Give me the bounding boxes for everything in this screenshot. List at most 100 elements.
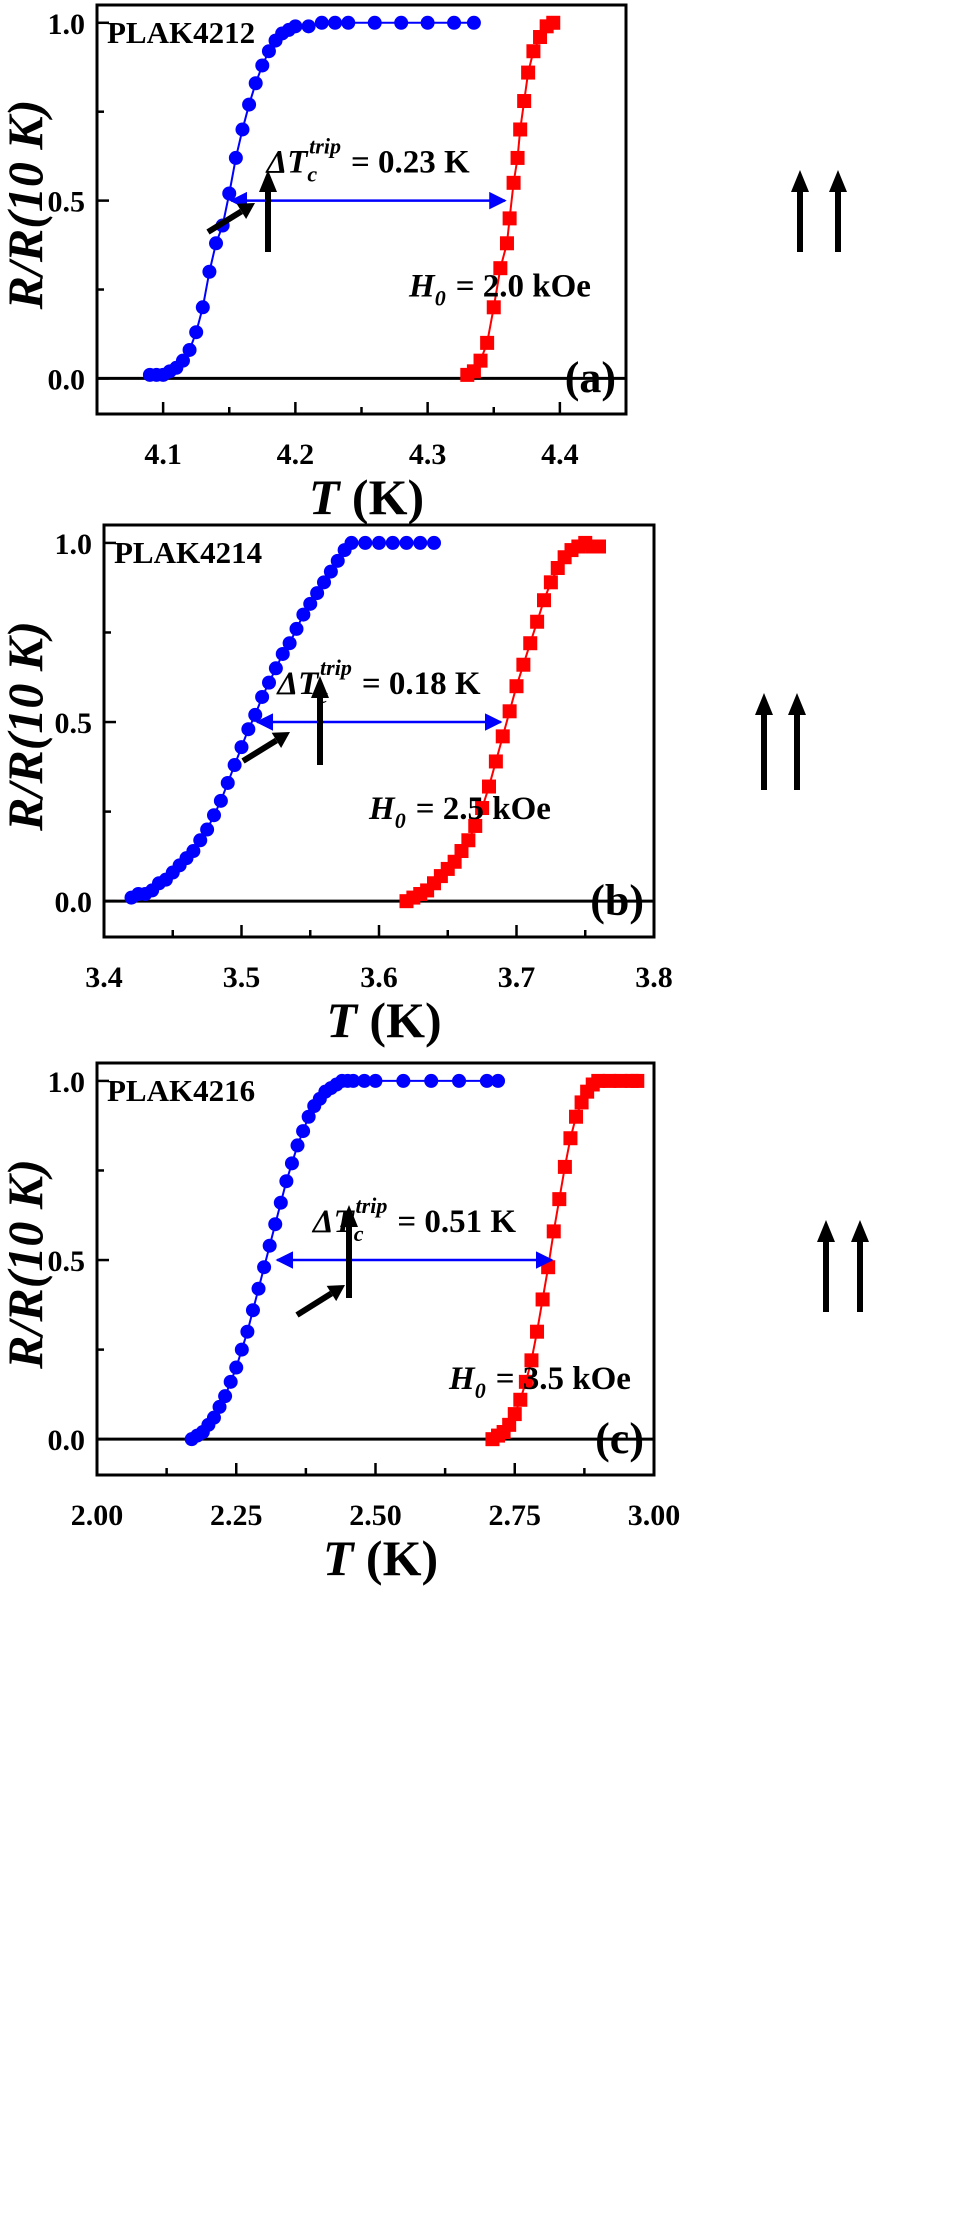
data-point — [218, 1389, 233, 1404]
data-point — [466, 15, 481, 30]
data-point — [563, 1131, 578, 1146]
data-point — [491, 1073, 506, 1088]
data-point — [385, 535, 400, 550]
parallel-magnetization-arrow-icon — [788, 693, 806, 790]
y-tick-label: 0.5 — [48, 1245, 86, 1278]
data-point — [284, 1156, 299, 1171]
data-point — [357, 1073, 372, 1088]
delta-value: = 0.18 K — [362, 666, 481, 702]
data-point — [530, 614, 545, 629]
parallel-magnetization-arrow-icon — [791, 170, 809, 252]
data-point — [328, 15, 343, 30]
delta-value: = 0.23 K — [351, 145, 470, 181]
data-point — [413, 535, 428, 550]
series-line — [149, 21, 474, 376]
data-point — [344, 535, 359, 550]
y-tick-label: 1.0 — [55, 528, 93, 561]
data-point — [222, 186, 237, 201]
data-point — [289, 621, 304, 636]
x-tick-label: 3.6 — [360, 961, 398, 994]
data-point — [461, 833, 476, 848]
data-point — [189, 325, 204, 340]
data-point — [518, 1374, 533, 1389]
y-tick-label: 0.5 — [48, 186, 86, 219]
data-point — [182, 342, 197, 357]
data-point — [273, 1195, 288, 1210]
data-point — [480, 335, 495, 350]
data-point — [175, 353, 190, 368]
data-point — [229, 1360, 244, 1375]
data-point — [255, 58, 270, 73]
x-tick-label: 4.2 — [277, 438, 315, 471]
up-magnetization-arrow-icon — [311, 676, 329, 765]
data-point — [290, 1138, 305, 1153]
data-point — [630, 1073, 645, 1088]
data-point — [262, 675, 276, 690]
data-point — [241, 722, 256, 737]
x-axis-symbol: T — [326, 992, 359, 1048]
data-point — [228, 150, 243, 165]
data-point — [255, 689, 270, 704]
field-value: = 3.5 kOe — [496, 1361, 631, 1397]
data-point — [479, 1073, 494, 1088]
chart-panel-b: 3.4 3.5 3.6 3.7 3.80.00.51.0T (K)R/R(10 K) ΔT… — [0, 523, 806, 1048]
x-tick-label: 4.3 — [409, 438, 447, 471]
data-point — [495, 729, 510, 744]
data-point — [209, 236, 224, 251]
data-point — [310, 586, 325, 601]
data-point — [195, 300, 210, 315]
field-label: H0 = 2.0 kOe — [408, 269, 591, 311]
data-point — [482, 779, 496, 794]
data-point — [396, 1073, 411, 1088]
data-point — [257, 1260, 272, 1275]
field-symbol: H — [368, 791, 396, 827]
field-subscript: 0 — [475, 1378, 486, 1403]
data-point — [488, 754, 503, 769]
x-axis-label: T (K) — [323, 1530, 438, 1586]
data-point — [303, 596, 318, 611]
data-point — [473, 353, 488, 368]
y-axis-label: R/R(10 K) — [0, 100, 53, 311]
tilted-magnetization-arrow-icon — [241, 732, 290, 764]
data-point — [521, 65, 536, 80]
x-axis-label: T (K) — [326, 992, 441, 1048]
delta-subscript: c — [354, 1221, 364, 1246]
x-tick-label: 3.8 — [635, 961, 673, 994]
data-point — [537, 593, 551, 608]
data-point — [212, 1399, 227, 1414]
data-point — [552, 1192, 567, 1207]
data-point — [420, 15, 435, 30]
data-point — [502, 211, 517, 226]
data-point — [506, 175, 521, 190]
data-point — [550, 560, 565, 575]
field-label: H0 = 2.5 kOe — [368, 791, 551, 833]
chart-panel-c: 2.00 2.25 2.50 2.75 3.00 0.0 0.5 1.0 T (K) R/R(10… — [0, 1061, 869, 1586]
data-point — [394, 15, 409, 30]
y-axis-label: R/R(10 K) — [0, 621, 53, 832]
data-point — [613, 1073, 628, 1088]
field-subscript: 0 — [395, 808, 406, 833]
data-point — [341, 15, 356, 30]
data-point — [301, 19, 316, 34]
sample-label: PLAK4216 — [107, 1073, 255, 1108]
x-axis-unit: (K) — [352, 469, 424, 525]
data-point — [513, 1392, 528, 1407]
delta-tc-label: ΔTc trip = 0.23 K — [265, 134, 470, 187]
data-point — [524, 1353, 539, 1368]
data-point — [282, 636, 297, 651]
up-magnetization-arrow-icon — [259, 170, 277, 252]
x-tick-label: 3.00 — [628, 1499, 681, 1532]
x-tick-label: 3.4 — [85, 961, 123, 994]
y-axis-label: R/R(10 K) — [0, 1159, 53, 1370]
data-point — [261, 44, 276, 59]
data-point — [502, 704, 517, 719]
x-axis-unit: (K) — [369, 992, 441, 1048]
data-point — [574, 1095, 589, 1110]
panel-label: (c) — [595, 1414, 644, 1463]
data-point — [535, 1292, 550, 1307]
data-point — [475, 801, 490, 816]
delta-subscript: c — [307, 162, 317, 187]
data-point — [251, 1281, 266, 1296]
delta-superscript: trip — [309, 134, 341, 159]
